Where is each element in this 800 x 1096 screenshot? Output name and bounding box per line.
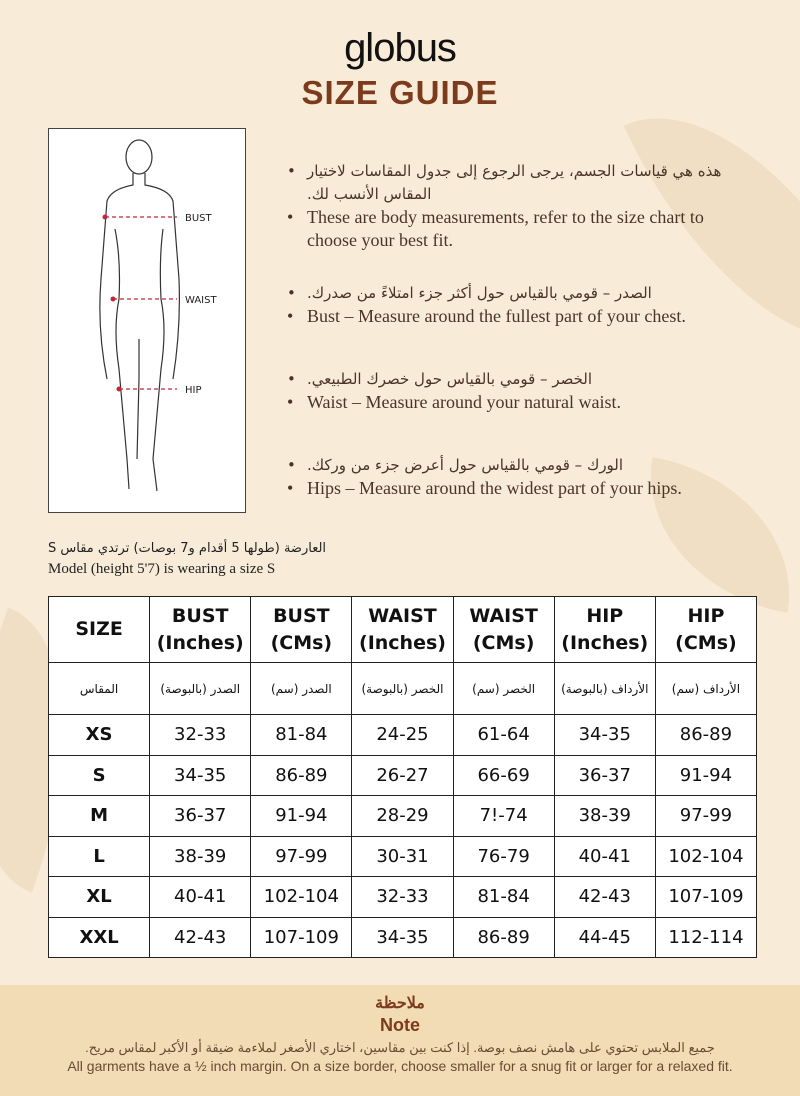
waist-label: WAIST [185, 295, 217, 306]
table-row: XS 32-33 81-84 24-25 61-64 34-35 86-89 [47, 714, 758, 756]
table-row-cell: 107-109 [654, 876, 758, 918]
table-row: M 36-37 91-94 28-29 7!-74 38-39 97-99 [47, 795, 758, 837]
table-row-cell: S [47, 754, 151, 796]
table-row-cell: 102-104 [250, 876, 353, 918]
note-title: Note [380, 1015, 420, 1035]
table-row-cell: 66-69 [452, 754, 555, 796]
table-row-cell: 40-41 [553, 835, 656, 877]
table-row-cell: 36-37 [553, 754, 656, 796]
table-row-cell: 32-33 [149, 714, 252, 756]
bullet-en: These are body measurements, refer to th… [285, 206, 735, 252]
header-row-cell: HIP (Inches) [553, 596, 656, 663]
table-row: S 34-35 86-89 26-27 66-69 36-37 91-94 [47, 754, 758, 796]
size-chart-table: SIZE BUST (Inches) BUST (CMs) WAIST (Inches… [47, 596, 758, 958]
table-row-cell: 40-41 [149, 876, 252, 918]
table-row-cell: XXL [47, 916, 151, 958]
model-info: العارضة (طولها 5 أقدام و7 بوصات) ترتدي م… [48, 538, 326, 580]
table-row: XXL 42-43 107-109 34-35 86-89 44-45 112-114 [47, 916, 758, 958]
table-row-cell: 81-84 [250, 714, 353, 756]
table-row-cell: 32-33 [351, 876, 454, 918]
table-row-cell: 34-35 [351, 916, 454, 958]
bullet-en: Bust – Measure around the fullest part o… [285, 305, 735, 328]
measurement-instructions: هذه هي قياسات الجسم، يرجى الرجوع إلى جدو… [285, 160, 735, 530]
table-row-cell: 81-84 [452, 876, 555, 918]
table-row-cell: 38-39 [553, 795, 656, 837]
note-section: ملاحظة Note جميع الملابس تحتوي على هامش … [0, 985, 800, 1096]
table-row-cell: 112-114 [654, 916, 758, 958]
table-row-cell: L [47, 835, 151, 877]
note-text: All garments have a ½ inch margin. On a … [67, 1058, 733, 1074]
bullet-group: الورك – قومي بالقياس حول أعرض جزء من ورك… [285, 454, 735, 500]
table-row-cell: XL [47, 876, 151, 918]
brand-logo: globus [344, 26, 457, 70]
model-info-en: Model (height 5'7) is wearing a size S [48, 561, 276, 577]
bust-label: BUST [185, 213, 213, 224]
header-row-cell: SIZE [47, 596, 151, 663]
hip-label: HIP [185, 385, 202, 396]
model-info-ar: العارضة (طولها 5 أقدام و7 بوصات) ترتدي م… [48, 541, 327, 556]
table-row-cell: 97-99 [654, 795, 758, 837]
table-row: XL 40-41 102-104 32-33 81-84 42-43 107-109 [47, 876, 758, 918]
table-row-cell: 107-109 [250, 916, 353, 958]
table-row-cell: 91-94 [654, 754, 758, 796]
table-row-cell: 91-94 [250, 795, 353, 837]
table-row-cell: 30-31 [351, 835, 454, 877]
header-row-cell: BUST (Inches) [149, 596, 252, 663]
header-row-cell: BUST (CMs) [250, 596, 353, 663]
note-text-ar: جميع الملابس تحتوي على هامش نصف بوصة. إذ… [85, 1040, 715, 1055]
table-row: L 38-39 97-99 30-31 76-79 40-41 102-104 [47, 835, 758, 877]
bullet-group: الخصر – قومي بالقياس حول خصرك الطبيعي. W… [285, 368, 735, 414]
header-row-ar-cell: الخصر (سم) [452, 662, 555, 715]
page-title: SIZE GUIDE [301, 74, 499, 111]
bullet-en: Hips – Measure around the widest part of… [285, 477, 735, 500]
header-row-ar-cell: الأرداف (سم) [654, 662, 758, 715]
table-row-cell: 102-104 [654, 835, 758, 877]
table-row-cell: 97-99 [250, 835, 353, 877]
table-row-cell: 34-35 [553, 714, 656, 756]
bullet-ar: الورك – قومي بالقياس حول أعرض جزء من ورك… [285, 454, 735, 477]
table-row-cell: 42-43 [553, 876, 656, 918]
bullet-group: هذه هي قياسات الجسم، يرجى الرجوع إلى جدو… [285, 160, 735, 252]
table-row-cell: 26-27 [351, 754, 454, 796]
table-row-cell: 61-64 [452, 714, 555, 756]
header-row-ar-cell: المقاس [47, 662, 151, 715]
table-row-cell: 36-37 [149, 795, 252, 837]
header-row-ar: المقاس الصدر (بالبوصة) الصدر (سم) الخصر (با… [47, 662, 758, 715]
header-row-ar-cell: الصدر (سم) [250, 662, 353, 715]
bullet-ar: هذه هي قياسات الجسم، يرجى الرجوع إلى جدو… [285, 160, 735, 206]
header-row-ar-cell: الخصر (بالبوصة) [351, 662, 454, 715]
table-row-cell: 44-45 [553, 916, 656, 958]
table-row-cell: 86-89 [452, 916, 555, 958]
table-row-cell: 28-29 [351, 795, 454, 837]
table-row-cell: 34-35 [149, 754, 252, 796]
table-row-cell: 86-89 [654, 714, 758, 756]
bullet-ar: الصدر – قومي بالقياس حول أكثر جزء امتلاء… [285, 282, 735, 305]
header-row-ar-cell: الصدر (بالبوصة) [149, 662, 252, 715]
table-row-cell: 86-89 [250, 754, 353, 796]
header-row: SIZE BUST (Inches) BUST (CMs) WAIST (Inches… [47, 596, 758, 663]
bullet-en: Waist – Measure around your natural wais… [285, 391, 735, 414]
table-row-cell: 38-39 [149, 835, 252, 877]
body-silhouette-icon: BUST WAIST HIP [99, 139, 217, 492]
table-row-cell: 7!-74 [452, 795, 555, 837]
header-row-cell: HIP (CMs) [654, 596, 758, 663]
table-row-cell: M [47, 795, 151, 837]
table-row-cell: XS [47, 714, 151, 756]
table-row-cell: 42-43 [149, 916, 252, 958]
note-title-ar: ملاحظة [375, 995, 425, 1012]
body-measurement-figure: BUST WAIST HIP [48, 128, 246, 513]
table-row-cell: 24-25 [351, 714, 454, 756]
header-row-ar-cell: الأرداف (بالبوصة) [553, 662, 656, 715]
table-row-cell: 76-79 [452, 835, 555, 877]
header-row-cell: WAIST (Inches) [351, 596, 454, 663]
bullet-group: الصدر – قومي بالقياس حول أكثر جزء امتلاء… [285, 282, 735, 328]
header-row-cell: WAIST (CMs) [452, 596, 555, 663]
bullet-ar: الخصر – قومي بالقياس حول خصرك الطبيعي. [285, 368, 735, 391]
